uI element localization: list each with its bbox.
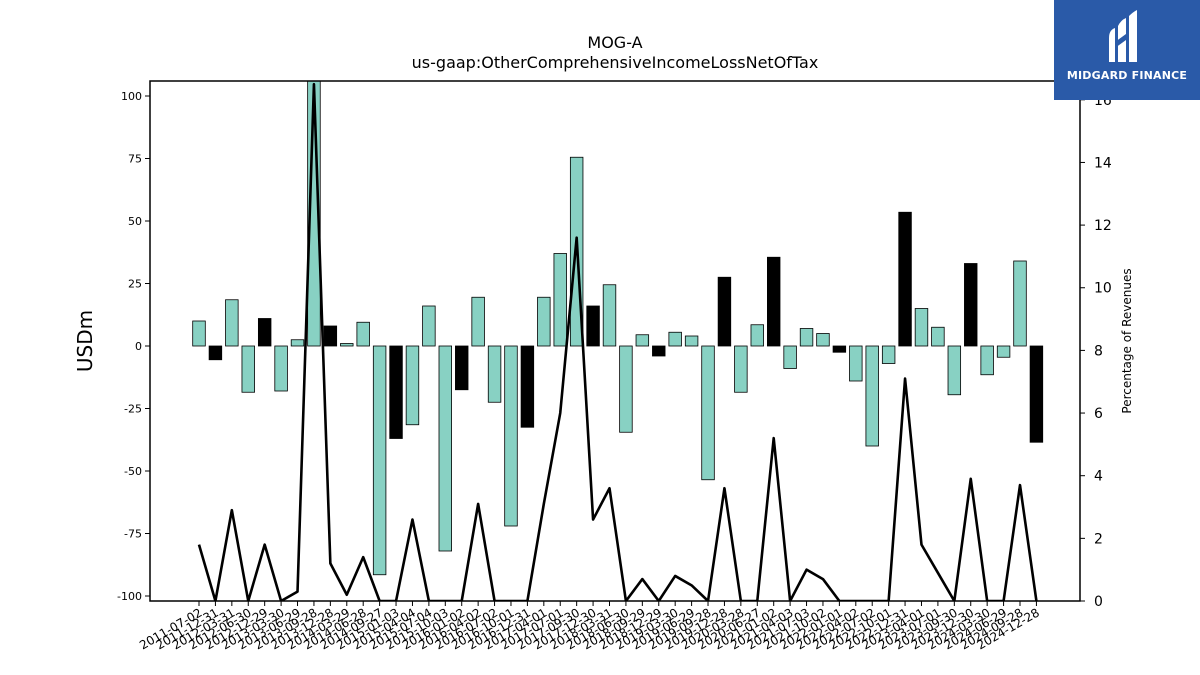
bar [274,345,288,392]
bar [422,305,436,347]
bar [340,343,354,347]
bar [356,321,370,347]
y2-tick-label: 0 [1094,594,1103,610]
bar [586,305,600,347]
bar-series [192,81,1044,601]
bar [487,345,502,403]
bar [816,333,830,347]
bar [619,345,633,433]
y2-tick-label: 14 [1094,155,1112,171]
bar [734,345,748,393]
y-tick-label: 50 [128,215,142,228]
y-tick-label: 75 [128,153,142,166]
y-tick-label: 100 [121,90,142,103]
bar [504,345,518,527]
bar [257,318,272,347]
percentage-line [197,82,1038,601]
midgard-logo-icon [1109,10,1137,62]
bar [914,308,929,347]
bar [323,325,338,347]
y-tick-label: -50 [124,465,142,478]
brand-logo: MIDGARD FINANCE [1054,0,1200,100]
bar [602,284,617,347]
bar [717,276,732,347]
bar [684,335,699,347]
bar [438,345,453,552]
bar [980,345,994,376]
bar [192,320,206,347]
y-tick-label: -75 [124,528,142,541]
bar [225,299,239,347]
bar [947,345,962,396]
bar [931,326,945,347]
y2-tick-label: 6 [1094,406,1103,422]
chart-subtitle: us-gaap:OtherComprehensiveIncomeLossNetO… [412,53,819,72]
bar [537,296,551,347]
y2-tick-label: 2 [1094,531,1103,547]
bar [1029,345,1044,443]
chart-title: MOG-A [587,33,642,52]
bar [553,253,567,347]
bar [471,296,485,347]
bar [635,334,650,347]
bar [799,328,814,347]
brand-logo-text: MIDGARD FINANCE [1066,69,1188,82]
bar [964,263,978,347]
bar [783,345,797,369]
y2-tick-label: 8 [1094,343,1103,359]
y-tick-label: 0 [135,340,142,353]
bar [372,345,387,576]
bar [405,345,420,426]
bar [208,345,223,361]
y2-tick-label: 4 [1094,469,1103,485]
bar [290,339,305,347]
bar [898,211,912,347]
bar [832,345,847,353]
bar [455,345,469,391]
y-tick-label: -100 [117,590,142,603]
bar [652,345,666,357]
bar [668,331,682,347]
bar [865,345,879,447]
bar [389,345,403,439]
bar [881,345,896,364]
bar [701,345,715,481]
y2-tick-label: 10 [1094,281,1112,297]
bar [241,345,255,393]
y-tick-label: -25 [124,403,142,416]
y-tick-label: 25 [128,278,142,291]
y2-tick-label: 12 [1094,218,1112,234]
bar [750,324,764,347]
y2-axis-label: Percentage of Revenues [1120,268,1134,413]
bar [767,256,781,347]
plot-frame [149,80,1081,602]
bar [1013,260,1027,347]
bar [849,345,863,382]
bar [520,345,535,428]
bar [996,345,1011,358]
y-axis-label: USDm [73,310,97,372]
